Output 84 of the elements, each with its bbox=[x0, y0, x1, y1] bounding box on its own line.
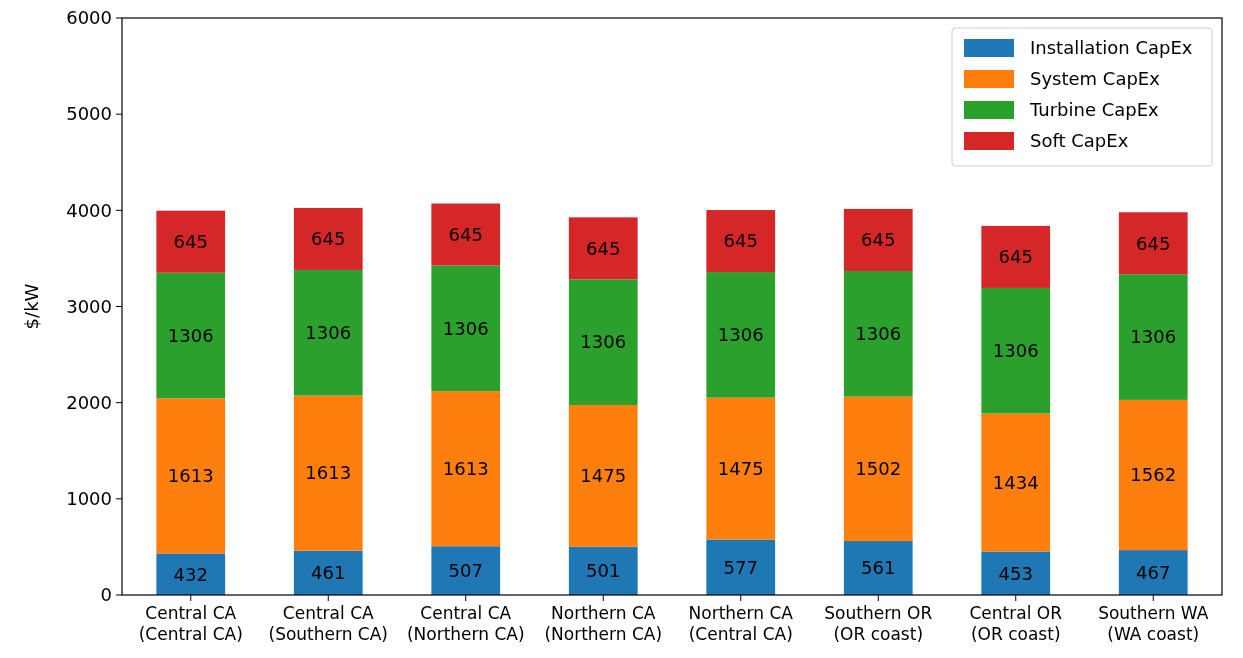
y-tick-label: 0 bbox=[100, 584, 112, 606]
bar bbox=[1118, 399, 1188, 551]
data-label: 561 bbox=[861, 557, 896, 579]
x-tick-label: Central CA (Central CA) bbox=[138, 603, 243, 644]
x-tick-label: Central CA (Northern CA) bbox=[406, 603, 525, 644]
x-tick-label: Southern OR (OR coast) bbox=[824, 603, 933, 644]
data-label: 1613 bbox=[305, 462, 352, 484]
data-label: 645 bbox=[998, 246, 1033, 268]
data-label: 645 bbox=[723, 230, 758, 252]
y-tick-label: 3000 bbox=[66, 295, 112, 317]
bar bbox=[981, 225, 1051, 288]
data-label: 645 bbox=[173, 231, 208, 253]
data-label: 1306 bbox=[992, 340, 1039, 362]
y-axis-title: $/kW bbox=[21, 283, 42, 330]
data-label: 432 bbox=[173, 563, 208, 585]
data-label: 501 bbox=[586, 560, 621, 582]
y-tick-label: 5000 bbox=[66, 103, 112, 125]
data-label: 1613 bbox=[442, 457, 489, 479]
data-label: 1306 bbox=[580, 331, 627, 353]
data-label: 645 bbox=[861, 229, 896, 251]
legend-label: Installation CapEx bbox=[1030, 37, 1193, 59]
bar bbox=[293, 207, 363, 270]
x-tick-label: Southern WA (WA coast) bbox=[1098, 603, 1209, 644]
data-label: 1475 bbox=[580, 465, 627, 487]
data-label: 1434 bbox=[992, 471, 1039, 493]
data-label: 453 bbox=[998, 562, 1033, 584]
bar bbox=[1118, 212, 1188, 275]
data-label: 645 bbox=[448, 223, 483, 245]
bar bbox=[156, 553, 226, 595]
data-label: 467 bbox=[1136, 561, 1171, 583]
bar bbox=[293, 395, 363, 551]
y-tick-label: 4000 bbox=[66, 199, 112, 221]
legend-label: Turbine CapEx bbox=[1029, 99, 1160, 121]
x-tick-label: Central OR (OR coast) bbox=[969, 603, 1063, 644]
bar bbox=[1118, 274, 1188, 400]
x-tick-label: Central CA (Southern CA) bbox=[268, 603, 388, 644]
bar bbox=[981, 551, 1051, 595]
data-label: 1306 bbox=[305, 322, 352, 344]
data-label: 507 bbox=[448, 559, 483, 581]
legend-label: Soft CapEx bbox=[1030, 130, 1129, 152]
bar bbox=[706, 539, 776, 595]
data-label: 1306 bbox=[855, 323, 902, 345]
bar bbox=[431, 391, 501, 547]
data-label: 1562 bbox=[1130, 464, 1177, 486]
bar bbox=[293, 269, 363, 396]
data-label: 645 bbox=[586, 237, 621, 259]
bar bbox=[706, 397, 776, 540]
data-label: 461 bbox=[311, 562, 346, 584]
data-label: 1613 bbox=[167, 465, 214, 487]
bar bbox=[981, 413, 1051, 552]
bar bbox=[843, 396, 913, 542]
bar bbox=[431, 546, 501, 595]
bar bbox=[706, 272, 776, 398]
bar bbox=[843, 208, 913, 272]
data-label: 1475 bbox=[717, 457, 764, 479]
bar bbox=[843, 541, 913, 595]
bar bbox=[431, 265, 501, 392]
bar bbox=[568, 404, 638, 547]
data-label: 645 bbox=[1136, 232, 1171, 254]
data-label: 577 bbox=[723, 556, 758, 578]
bar bbox=[568, 279, 638, 405]
x-tick-label: Northern CA (Central CA) bbox=[688, 603, 794, 644]
data-label: 1306 bbox=[167, 324, 214, 346]
y-tick-label: 2000 bbox=[66, 391, 112, 413]
bar bbox=[843, 271, 913, 397]
bar bbox=[431, 203, 501, 266]
data-label: 1502 bbox=[855, 458, 902, 480]
legend-label: System CapEx bbox=[1030, 68, 1161, 90]
bar bbox=[156, 398, 226, 554]
bar bbox=[706, 210, 776, 273]
y-tick-label: 1000 bbox=[66, 488, 112, 510]
data-label: 645 bbox=[311, 228, 346, 250]
data-label: 1306 bbox=[717, 324, 764, 346]
data-label: 1306 bbox=[442, 317, 489, 339]
bar bbox=[293, 550, 363, 595]
x-tick-label: Northern CA (Northern CA) bbox=[544, 603, 663, 644]
bar bbox=[1118, 550, 1188, 595]
y-tick-label: 6000 bbox=[66, 7, 112, 29]
bar bbox=[156, 272, 226, 399]
data-label: 1306 bbox=[1130, 326, 1177, 348]
bar bbox=[981, 287, 1051, 414]
bar bbox=[568, 217, 638, 280]
bar bbox=[568, 546, 638, 595]
bar bbox=[156, 210, 226, 273]
